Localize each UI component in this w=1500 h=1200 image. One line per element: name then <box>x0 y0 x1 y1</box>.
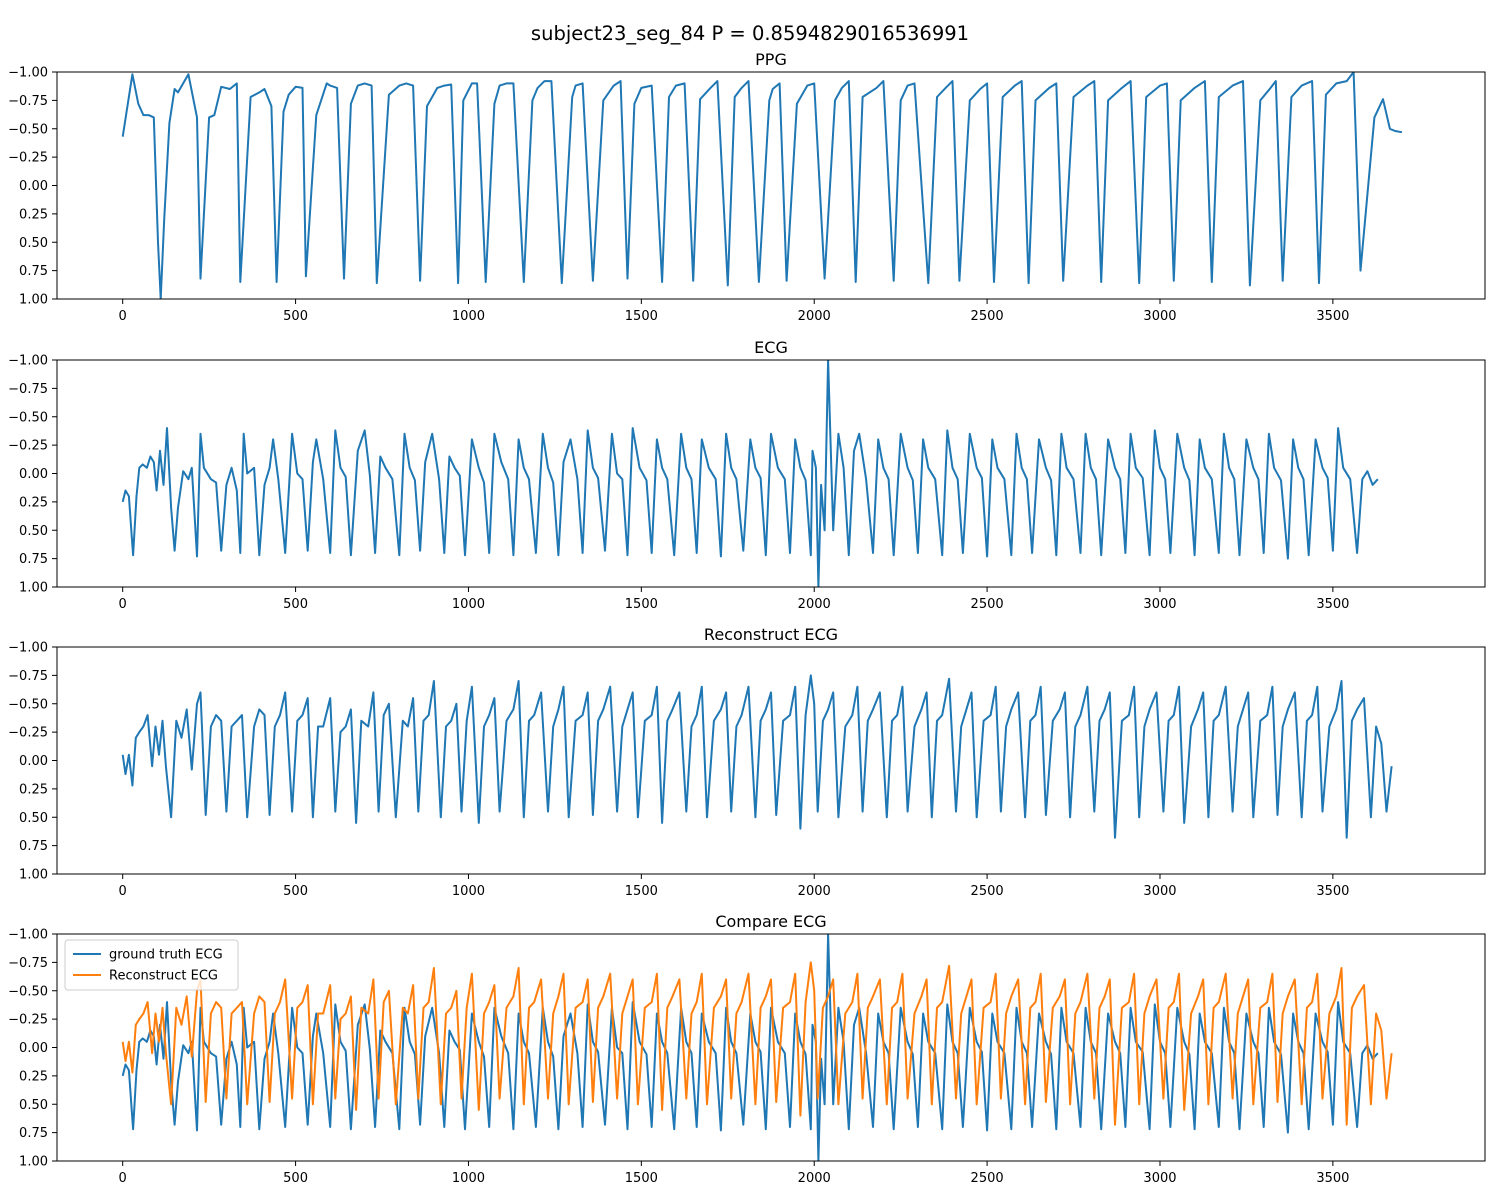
x-tick-label: 3500 <box>1316 597 1349 612</box>
series-line-1 <box>121 360 1379 587</box>
y-tick-label: 0.25 <box>19 495 48 510</box>
y-tick-label: 0.75 <box>19 552 48 567</box>
y-tick-label: −0.50 <box>8 410 48 425</box>
plot-lines <box>121 72 1403 299</box>
legend: ground truth ECG Reconstruct ECG <box>64 939 239 991</box>
x-tick-label: 3000 <box>1143 597 1176 612</box>
plot-lines <box>121 934 1393 1161</box>
subplot-4: Compare ECG 0 500 1000 1500 2000 2500 3000 3500 −… <box>8 912 1486 1186</box>
x-tick-label: 2500 <box>971 597 1004 612</box>
x-tick-label: 1000 <box>452 309 485 324</box>
y-tick-label: 0.25 <box>19 1069 48 1084</box>
subplot-3: Reconstruct ECG 0 500 1000 1500 2000 2500 3000 3… <box>8 625 1486 899</box>
y-tick-label: −0.25 <box>8 1013 48 1028</box>
x-tick-label: 1000 <box>452 884 485 899</box>
x-tick-label: 3000 <box>1143 1171 1176 1186</box>
y-tick-label: −0.75 <box>8 669 48 684</box>
y-tick-label: −0.75 <box>8 382 48 397</box>
x-tick-label: 2000 <box>798 1171 831 1186</box>
x-tick-label: 2000 <box>798 597 831 612</box>
y-tick-label: −1.00 <box>8 354 48 369</box>
y-tick-label: −0.50 <box>8 984 48 999</box>
x-tick-label: 0 <box>119 309 127 324</box>
x-tick-label: 3500 <box>1316 309 1349 324</box>
x-tick-label: 1500 <box>625 1171 658 1186</box>
y-tick-label: 0.00 <box>19 754 48 769</box>
y-tick-label: 1.00 <box>19 293 48 308</box>
y-tick-label: −0.50 <box>8 122 48 137</box>
x-tick-label: 500 <box>283 597 308 612</box>
legend-label: Reconstruct ECG <box>109 969 218 984</box>
y-tick-label: 0.75 <box>19 839 48 854</box>
subplot-panels: PPG 0 500 1000 1500 2000 2500 3000 3500 −1.00 −0.7… <box>8 50 1486 1186</box>
series-line-1 <box>121 72 1403 299</box>
y-tick-label: 0.50 <box>19 1098 48 1113</box>
y-tick-label: −1.00 <box>8 641 48 656</box>
y-tick-label: 1.00 <box>19 868 48 883</box>
series-line-2 <box>121 961 1393 1126</box>
y-tick-label: −0.25 <box>8 439 48 454</box>
plot-lines <box>121 360 1379 587</box>
x-tick-label: 3000 <box>1143 884 1176 899</box>
y-tick-label: −1.00 <box>8 66 48 81</box>
x-tick-label: 500 <box>283 1171 308 1186</box>
y-tick-label: −1.00 <box>8 928 48 943</box>
subplot-title: PPG <box>755 50 787 69</box>
legend-box <box>64 939 239 991</box>
y-tick-label: −0.75 <box>8 94 48 109</box>
legend-label: ground truth ECG <box>109 948 223 963</box>
y-tick-label: −0.75 <box>8 956 48 971</box>
series-line-1 <box>121 674 1393 839</box>
y-tick-label: 0.75 <box>19 264 48 279</box>
x-tick-label: 3500 <box>1316 884 1349 899</box>
subplot-title: Reconstruct ECG <box>704 625 838 644</box>
x-tick-label: 500 <box>283 309 308 324</box>
y-tick-label: 1.00 <box>19 1155 48 1170</box>
y-tick-label: −0.50 <box>8 697 48 712</box>
subplot-1: PPG 0 500 1000 1500 2000 2500 3000 3500 −1.00 −0.7… <box>8 50 1486 324</box>
x-tick-label: 2000 <box>798 309 831 324</box>
x-tick-label: 500 <box>283 884 308 899</box>
x-tick-label: 1000 <box>452 597 485 612</box>
y-tick-label: −0.25 <box>8 151 48 166</box>
x-tick-label: 0 <box>119 884 127 899</box>
x-tick-label: 1500 <box>625 597 658 612</box>
x-tick-label: 1500 <box>625 884 658 899</box>
y-tick-label: 0.00 <box>19 179 48 194</box>
x-tick-label: 2500 <box>971 309 1004 324</box>
x-tick-label: 3000 <box>1143 309 1176 324</box>
x-tick-label: 3500 <box>1316 1171 1349 1186</box>
y-tick-label: 0.50 <box>19 524 48 539</box>
subplot-2: ECG 0 500 1000 1500 2000 2500 3000 3500 −1.00 −0.7… <box>8 338 1486 612</box>
y-tick-label: 0.25 <box>19 782 48 797</box>
y-tick-label: 0.50 <box>19 236 48 251</box>
y-tick-label: 0.00 <box>19 1041 48 1056</box>
y-tick-label: 0.25 <box>19 207 48 222</box>
x-tick-label: 0 <box>119 1171 127 1186</box>
y-tick-label: 0.50 <box>19 811 48 826</box>
y-tick-label: −0.25 <box>8 726 48 741</box>
x-tick-label: 0 <box>119 597 127 612</box>
figure-suptitle: subject23_seg_84 P = 0.8594829016536991 <box>531 22 969 45</box>
y-tick-label: 1.00 <box>19 581 48 596</box>
x-tick-label: 2500 <box>971 884 1004 899</box>
x-tick-label: 2500 <box>971 1171 1004 1186</box>
subplot-title: Compare ECG <box>715 912 826 931</box>
x-tick-label: 2000 <box>798 884 831 899</box>
y-tick-label: 0.75 <box>19 1126 48 1141</box>
plot-lines <box>121 674 1393 839</box>
x-tick-label: 1000 <box>452 1171 485 1186</box>
y-tick-label: 0.00 <box>19 467 48 482</box>
x-tick-label: 1500 <box>625 309 658 324</box>
subplot-title: ECG <box>754 338 788 357</box>
